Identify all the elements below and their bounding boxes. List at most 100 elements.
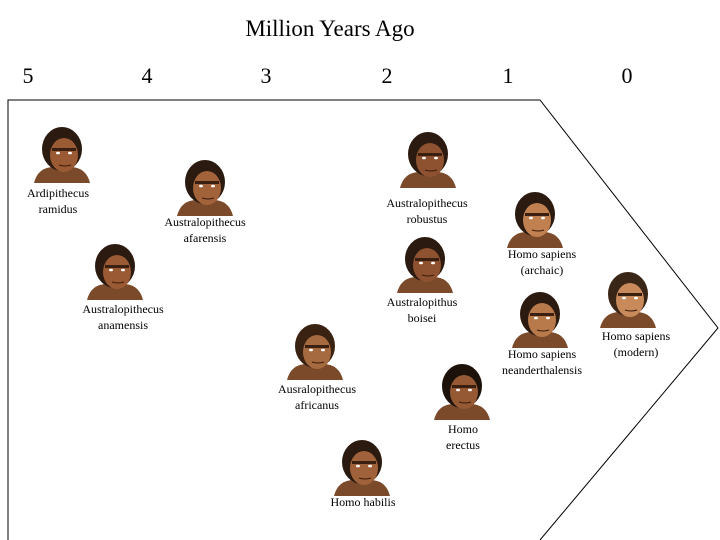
node-label: Australopithus: [387, 295, 458, 309]
node-label: anamensis: [98, 318, 148, 332]
node-label: Australopithecus: [386, 196, 468, 210]
brow: [352, 461, 376, 464]
brow: [105, 265, 129, 268]
scale-label: 3: [261, 63, 272, 88]
eye: [109, 268, 113, 272]
mouth: [311, 361, 325, 364]
face: [523, 203, 551, 237]
eye: [68, 151, 72, 155]
shoulders: [397, 277, 453, 293]
node-label: (modern): [614, 345, 659, 359]
portrait: [600, 272, 656, 328]
node-label: ramidus: [39, 202, 78, 216]
portrait: [287, 324, 343, 380]
eye: [309, 348, 313, 352]
face: [450, 375, 478, 409]
portrait: [87, 244, 143, 300]
eye: [622, 296, 626, 300]
eye: [356, 464, 360, 468]
face: [413, 248, 441, 282]
eye: [431, 261, 435, 265]
shoulders: [287, 364, 343, 380]
portrait: [334, 440, 390, 496]
brow: [305, 345, 329, 348]
shoulders: [34, 167, 90, 183]
shoulders: [434, 404, 490, 420]
brow: [452, 385, 476, 388]
scale-label: 1: [503, 63, 514, 88]
portrait: [507, 192, 563, 248]
face: [103, 255, 131, 289]
node-label: neanderthalensis: [502, 363, 582, 377]
node-label: Homo habilis: [331, 495, 396, 509]
brow: [618, 293, 642, 296]
node-label: Homo sapiens: [602, 329, 671, 343]
eye: [368, 464, 372, 468]
node-label: boisei: [408, 311, 437, 325]
node-label: Ardipithecus: [27, 186, 89, 200]
brow: [415, 258, 439, 261]
eye: [211, 184, 215, 188]
brow: [52, 148, 76, 151]
eye: [634, 296, 638, 300]
mouth: [111, 281, 125, 284]
node-label: Homo sapiens: [508, 347, 577, 361]
shoulders: [87, 284, 143, 300]
mouth: [58, 164, 72, 167]
node-label: Ausralopithecus: [278, 382, 356, 396]
node-label: (archaic): [521, 263, 564, 277]
brow: [530, 313, 554, 316]
mouth: [358, 477, 372, 480]
face: [303, 335, 331, 369]
node-label: erectus: [446, 438, 480, 452]
brow: [525, 213, 549, 216]
shoulders: [512, 332, 568, 348]
brow: [195, 181, 219, 184]
portrait: [512, 292, 568, 348]
eye: [56, 151, 60, 155]
title: Million Years Ago: [245, 16, 414, 41]
portrait: [177, 160, 233, 216]
eye: [541, 216, 545, 220]
timeline-frame: [7, 99, 719, 540]
eye: [199, 184, 203, 188]
face: [193, 171, 221, 205]
node-label: Homo sapiens: [508, 247, 577, 261]
portrait: [400, 132, 456, 188]
node-label: Australopithecus: [82, 302, 164, 316]
mouth: [531, 229, 545, 232]
eye: [534, 316, 538, 320]
face: [616, 283, 644, 317]
node-label: Australopithecus: [164, 215, 246, 229]
mouth: [421, 274, 435, 277]
eye: [419, 261, 423, 265]
portrait: [397, 237, 453, 293]
mouth: [458, 401, 472, 404]
shoulders: [400, 172, 456, 188]
eye: [456, 388, 460, 392]
eye: [434, 156, 438, 160]
scale-label: 0: [622, 63, 633, 88]
face: [416, 143, 444, 177]
eye: [422, 156, 426, 160]
face: [350, 451, 378, 485]
eye: [321, 348, 325, 352]
mouth: [624, 309, 638, 312]
portrait: [34, 127, 90, 183]
mouth: [201, 197, 215, 200]
shoulders: [600, 312, 656, 328]
eye: [121, 268, 125, 272]
portrait: [434, 364, 490, 420]
mouth: [424, 169, 438, 172]
node-label: robustus: [407, 212, 448, 226]
shoulders: [177, 200, 233, 216]
node-label: africanus: [295, 398, 339, 412]
face: [50, 138, 78, 172]
mouth: [536, 329, 550, 332]
node-label: afarensis: [184, 231, 227, 245]
eye: [546, 316, 550, 320]
node-label: Homo: [448, 422, 478, 436]
shoulders: [507, 232, 563, 248]
scale-label: 2: [382, 63, 393, 88]
